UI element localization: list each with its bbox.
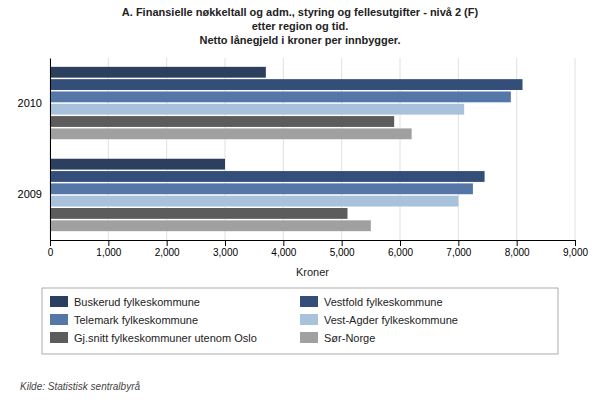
x-tick-label: 1,000: [96, 247, 121, 258]
x-tick-label: 7,000: [446, 247, 471, 258]
x-tick-label: 6,000: [388, 247, 413, 258]
bar: [50, 220, 371, 231]
y-tick-label: 2010: [18, 97, 42, 109]
x-tick: 0: [48, 240, 54, 258]
legend-label: Buskerud fylkeskommune: [74, 296, 200, 308]
x-tick-mark: [575, 240, 576, 246]
x-tick-mark: [458, 240, 459, 246]
legend-swatch: [50, 296, 68, 307]
x-tick: 1,000: [96, 240, 121, 258]
series: [50, 91, 511, 194]
x-tick: 8,000: [505, 240, 530, 258]
bar: [50, 171, 485, 182]
x-axis-title: Kroner: [296, 266, 329, 278]
legend-item: Sør-Norge: [300, 332, 375, 344]
legend-swatch: [50, 332, 68, 343]
legend-label: Gj.snitt fylkeskommuner utenom Oslo: [74, 332, 257, 344]
legend-label: Vestfold fylkeskommune: [324, 296, 443, 308]
x-tick-label: 4,000: [271, 247, 296, 258]
y-tick: 2010: [18, 97, 42, 109]
legend-label: Telemark fylkeskommune: [74, 314, 198, 326]
legend-swatch: [300, 314, 318, 325]
x-tick: 4,000: [271, 240, 296, 258]
series: [50, 128, 412, 231]
bar: [50, 67, 266, 78]
x-tick: 6,000: [388, 240, 413, 258]
y-axis: 2010 2009: [18, 59, 51, 241]
legend-label: Sør-Norge: [324, 332, 375, 344]
legend-item: Gj.snitt fylkeskommuner utenom Oslo: [50, 332, 257, 344]
bar: [50, 159, 225, 170]
x-tick-mark: [167, 240, 168, 246]
y-tick-label: 2009: [18, 188, 42, 200]
source: Kilde: Statistisk sentralbyrå: [20, 381, 140, 392]
legend-item: Vest-Agder fylkeskommune: [300, 314, 458, 326]
x-tick: 9,000: [563, 240, 588, 258]
grid-line: [575, 58, 576, 240]
y-axis-line: [50, 59, 51, 241]
legend-frame: [42, 288, 558, 354]
legend-label: Vest-Agder fylkeskommune: [324, 314, 458, 326]
x-tick-label: 2,000: [155, 247, 180, 258]
x-tick-mark: [283, 240, 284, 246]
x-tick-mark: [225, 240, 226, 246]
bar: [50, 116, 394, 127]
chart: A. Finansielle nøkkeltall og adm., styri…: [0, 0, 600, 400]
x-tick-mark: [342, 240, 343, 246]
legend-item: Telemark fylkeskommune: [50, 314, 198, 326]
title-line: etter region og tid.: [252, 20, 349, 32]
x-tick-label: 0: [48, 247, 54, 258]
y-tick: 2009: [18, 188, 42, 200]
legend-item: Vestfold fylkeskommune: [300, 296, 443, 308]
x-tick-label: 9,000: [563, 247, 588, 258]
legend-swatch: [300, 296, 318, 307]
bar: [50, 104, 464, 115]
title: A. Finansielle nøkkeltall og adm., styri…: [122, 6, 479, 46]
grid-line: [50, 58, 51, 240]
legend-swatch: [50, 314, 68, 325]
bar: [50, 79, 523, 90]
x-tick: 2,000: [155, 240, 180, 258]
x-tick-mark: [108, 240, 109, 246]
x-tick: 5,000: [330, 240, 355, 258]
series: [50, 79, 523, 182]
x-tick-label: 3,000: [213, 247, 238, 258]
x-tick-mark: [400, 240, 401, 246]
title-line: Netto lånegjeld i kroner per innbygger.: [199, 34, 400, 46]
x-tick: 3,000: [213, 240, 238, 258]
bar: [50, 196, 458, 207]
grid: [50, 58, 575, 240]
x-axis-line: [51, 241, 576, 247]
x-tick-mark: [517, 240, 518, 246]
bar: [50, 128, 412, 139]
bar: [50, 183, 473, 194]
x-tick-mark: [50, 240, 51, 246]
x-axis: 0 1,000 2,000 3,000 4,000 5,000 6,000 7,000 8,00…: [48, 240, 589, 258]
series: [50, 104, 464, 207]
x-tick: 7,000: [446, 240, 471, 258]
x-tick-label: 8,000: [505, 247, 530, 258]
title-line: A. Finansielle nøkkeltall og adm., styri…: [122, 6, 479, 18]
bar: [50, 208, 348, 219]
legend-item: Buskerud fylkeskommune: [50, 296, 200, 308]
legend: Buskerud fylkeskommune Vestfold fylkeskom…: [42, 288, 558, 354]
x-tick-label: 5,000: [330, 247, 355, 258]
bar: [50, 91, 511, 102]
legend-swatch: [300, 332, 318, 343]
bars: [50, 67, 523, 231]
